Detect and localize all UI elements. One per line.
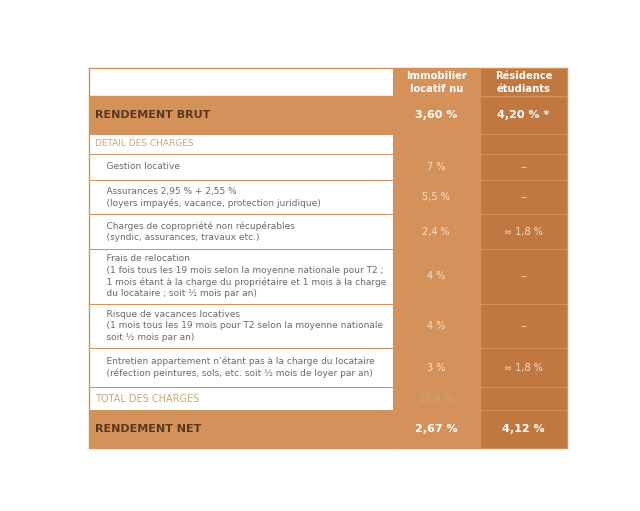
Text: Frais de relocation
    (1 fois tous les 19 mois selon la moyenne nationale pour: Frais de relocation (1 fois tous les 19 …	[95, 254, 387, 298]
Bar	[480, 387, 567, 410]
Text: 5,5 %: 5,5 %	[422, 192, 450, 202]
Text: Assurances 2,95 % + 2,55 %
    (loyers impayés, vacance, protection juridique): Assurances 2,95 % + 2,55 % (loyers impay…	[95, 187, 321, 207]
Bar	[392, 134, 480, 154]
Bar	[392, 249, 480, 304]
Bar	[89, 154, 392, 180]
Text: Gestion locative: Gestion locative	[95, 162, 180, 171]
Bar	[480, 134, 567, 154]
Bar	[89, 249, 392, 304]
Bar	[392, 68, 480, 96]
Text: 4 %: 4 %	[427, 271, 445, 281]
Bar	[89, 96, 392, 134]
Text: 4,20 % *: 4,20 % *	[497, 110, 550, 120]
Bar	[392, 387, 480, 410]
Bar	[480, 410, 567, 448]
Text: --: --	[520, 162, 527, 172]
Text: Risque de vacances locatives
    (1 mois tous les 19 mois pour T2 selon la moyen: Risque de vacances locatives (1 mois tou…	[95, 310, 383, 342]
Bar	[480, 214, 567, 249]
Text: 3 %: 3 %	[427, 362, 445, 373]
Text: TOTAL DES CHARGES: TOTAL DES CHARGES	[95, 394, 199, 404]
Bar	[480, 180, 567, 214]
Text: Immobilier
locatif nu: Immobilier locatif nu	[406, 71, 467, 94]
Bar	[89, 134, 392, 154]
Bar	[392, 154, 480, 180]
Bar	[480, 96, 567, 134]
Bar	[392, 214, 480, 249]
Bar	[89, 348, 392, 387]
Bar	[392, 96, 480, 134]
Bar	[480, 304, 567, 348]
Bar	[392, 410, 480, 448]
Text: RENDEMENT BRUT: RENDEMENT BRUT	[95, 110, 211, 120]
Text: Charges de copropriété non récupérables
    (syndic, assurances, travaux etc.): Charges de copropriété non récupérables …	[95, 221, 295, 242]
Text: RENDEMENT NET: RENDEMENT NET	[95, 424, 201, 434]
Bar	[480, 154, 567, 180]
Bar	[480, 68, 567, 96]
Bar	[480, 348, 567, 387]
Text: DETAIL DES CHARGES: DETAIL DES CHARGES	[95, 140, 193, 148]
Text: 2,67 %: 2,67 %	[415, 424, 458, 434]
Bar	[392, 180, 480, 214]
Bar	[89, 180, 392, 214]
Text: --: --	[520, 192, 527, 202]
Bar	[392, 348, 480, 387]
Text: --: --	[520, 321, 527, 331]
Bar	[480, 249, 567, 304]
Text: 7 %: 7 %	[427, 162, 445, 172]
Bar	[89, 304, 392, 348]
Bar	[392, 304, 480, 348]
Text: 4 %: 4 %	[427, 321, 445, 331]
Text: 3,60 %: 3,60 %	[415, 110, 458, 120]
Text: --: --	[520, 271, 527, 281]
Bar	[89, 214, 392, 249]
Text: 4,12 %: 4,12 %	[502, 424, 545, 434]
Text: 2,4 %: 2,4 %	[422, 227, 450, 237]
Text: ≈ 1,8 %: ≈ 1,8 %	[504, 227, 543, 237]
Bar	[89, 410, 392, 448]
Text: 25,9 %: 25,9 %	[419, 394, 453, 404]
Bar	[89, 387, 392, 410]
Text: Résidence
étudiants: Résidence étudiants	[495, 71, 552, 94]
Text: ≈ 1,8 %: ≈ 1,8 %	[504, 362, 543, 373]
Text: Entretien appartement n’étant pas à la charge du locataire
    (réfection peintu: Entretien appartement n’étant pas à la c…	[95, 357, 375, 378]
Bar	[89, 68, 392, 96]
